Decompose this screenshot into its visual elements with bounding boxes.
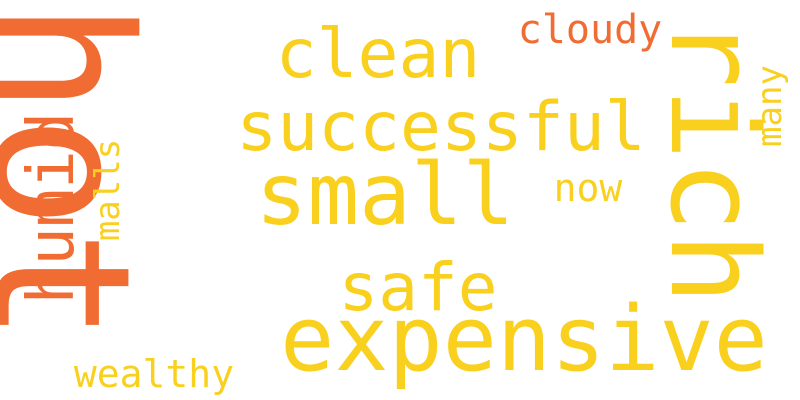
- word-small: small: [255, 145, 515, 245]
- word-humid: humid: [15, 111, 89, 305]
- word-now: now: [553, 166, 623, 210]
- word-rich: rich: [643, 15, 782, 305]
- word-cloudy: cloudy: [517, 7, 663, 53]
- word-safe: safe: [338, 249, 498, 326]
- word-wealthy: wealthy: [73, 352, 235, 396]
- word-clean: clean: [275, 15, 481, 94]
- word-malls: malls: [88, 138, 128, 242]
- word-expensive: expensive: [280, 287, 768, 392]
- word-successful: successful: [236, 88, 646, 167]
- word-many: many: [750, 65, 790, 147]
